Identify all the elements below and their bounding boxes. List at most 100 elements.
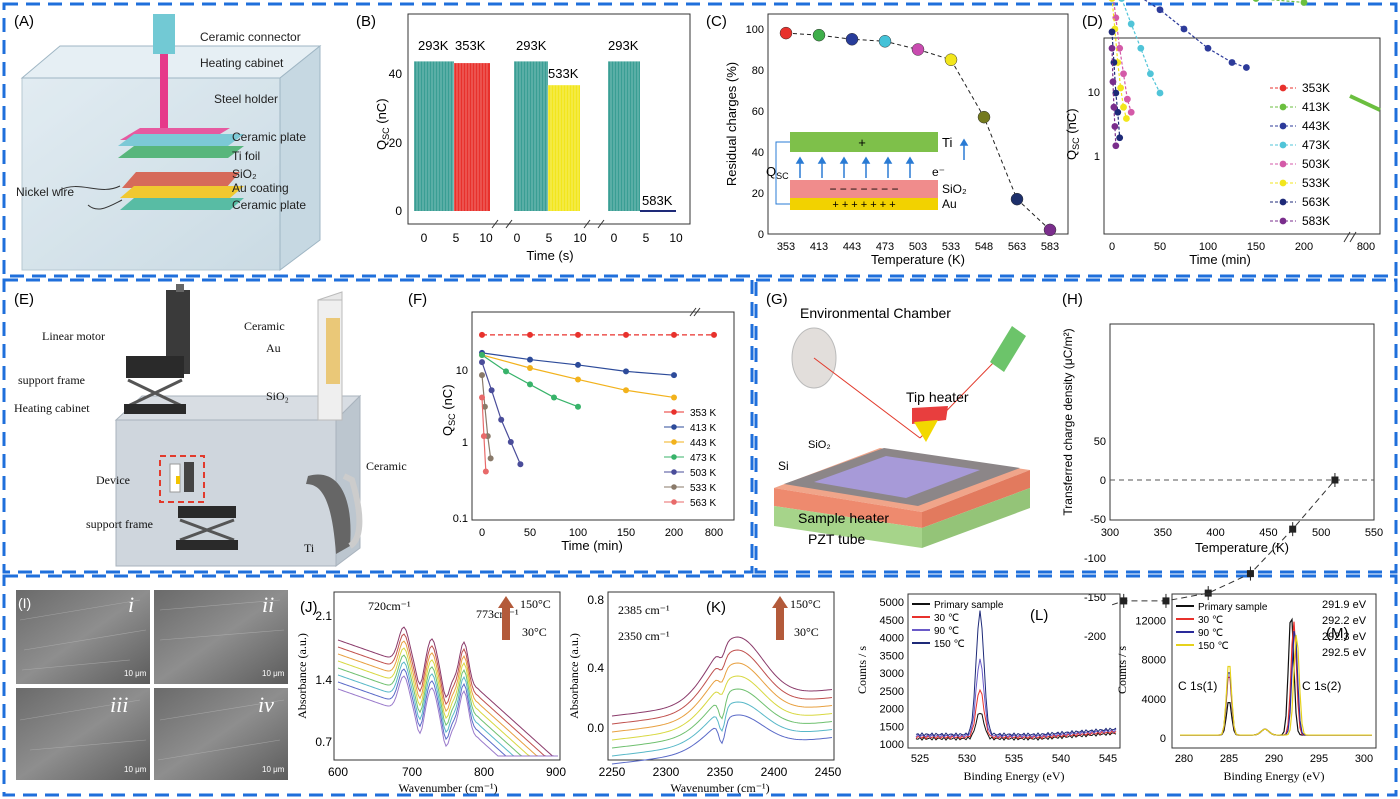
signal-band <box>414 61 454 212</box>
axis-break <box>505 219 513 229</box>
sem-label-ii: ii <box>262 592 274 617</box>
decay-line <box>481 375 492 459</box>
data-point <box>517 461 524 468</box>
ytick: 0 <box>1160 733 1166 745</box>
xps-line <box>915 610 1117 737</box>
panel-c-plot-area <box>767 13 1069 235</box>
panel-h-xtick: 500 <box>1312 527 1330 539</box>
xtick: 280 <box>1175 753 1193 765</box>
panel-b-xlabel: Time (s) <box>526 248 573 263</box>
legend-label: 503K <box>1302 157 1330 171</box>
legend-marker <box>1279 160 1287 168</box>
axis-break <box>1343 231 1351 243</box>
label-ti-e: Ti <box>304 541 315 555</box>
data-point <box>623 368 629 375</box>
panel-b-seg-label: 293K <box>516 38 547 53</box>
label-ceramic-top: Ceramic <box>244 319 285 333</box>
label-ceramic-connector: Ceramic connector <box>200 30 301 44</box>
data-point <box>1123 95 1131 103</box>
spectrum-line <box>611 675 833 741</box>
xps-line <box>915 688 1117 740</box>
data-point <box>480 433 487 440</box>
spectrum-line <box>611 662 833 733</box>
data-point <box>1114 108 1122 116</box>
axis-break <box>689 307 697 317</box>
panel-d-label: (D) <box>1082 13 1103 30</box>
ytick: 2500 <box>880 686 904 698</box>
panel-d-ytick-1: 1 <box>1094 151 1100 163</box>
arrow-head <box>839 156 849 164</box>
panel-h-ylabel: Transferred charge density (μC/m²) <box>1061 328 1075 515</box>
legend-marker <box>671 499 677 505</box>
panel-d-xtick: 100 <box>1199 241 1217 253</box>
panel-c-label: (C) <box>706 13 727 30</box>
panel-b-xtick: 0 <box>421 231 428 245</box>
label-environmental-chamber: Environmental Chamber <box>800 305 951 321</box>
spectrum-line <box>337 640 558 757</box>
data-point <box>1108 0 1116 2</box>
panel-f-xtick: 150 <box>617 527 635 539</box>
panel-l-ylabel: Counts / s <box>855 646 869 694</box>
panel-m-ylabel: Counts / s <box>1115 646 1129 694</box>
panel-c-xtick: 413 <box>810 241 828 253</box>
xtick: 525 <box>911 753 929 765</box>
label-heating-cabinet: Heating cabinet <box>200 56 284 70</box>
data-point <box>479 351 485 358</box>
m-peak-value: 292.2 eV <box>1322 615 1367 627</box>
data-point <box>1137 44 1145 52</box>
panel-d-legend: 353K 413K 443K 473K 503K 533K 563K 583K <box>1270 81 1330 228</box>
panel-c-ytick: 0 <box>758 229 764 241</box>
data-point <box>1112 142 1120 150</box>
panel-b-xtick: 5 <box>453 231 460 245</box>
panel-g: (G) Environmental Chamber Tip heater SiO… <box>766 291 1030 548</box>
data-point <box>1243 64 1250 71</box>
legend-marker <box>671 469 677 475</box>
ytick: 0.0 <box>587 721 604 735</box>
legend-label: 413 K <box>690 423 716 434</box>
ytick: 0.8 <box>587 593 604 607</box>
scalebar-label: 10 μm <box>262 669 285 678</box>
panel-h-xlabel: Temperature (K) <box>1195 540 1289 555</box>
panel-b-xtick: 5 <box>546 231 553 245</box>
label-ceramic-plate-top: Ceramic plate <box>232 130 306 144</box>
data-point <box>1289 525 1297 533</box>
arrow-head <box>817 156 827 164</box>
panel-b-xtick: 5 <box>643 231 650 245</box>
panel-b-seg-label: 353K <box>455 38 486 53</box>
panel-j-label: (J) <box>300 599 318 616</box>
inset-plus-row: + + + + + + + <box>832 199 895 211</box>
panel-f-xlabel: Time (min) <box>561 538 623 553</box>
xtick: 2300 <box>653 765 680 779</box>
arrow-head <box>883 156 893 164</box>
panel-j-xlabel: Wavenumber (cm⁻¹) <box>398 781 497 795</box>
decay-line <box>1111 48 1117 146</box>
panel-b-ytick-40: 40 <box>389 67 403 81</box>
panel-i-label: (I) <box>18 595 31 611</box>
data-point <box>671 372 677 379</box>
decay-line-tail <box>1349 94 1381 112</box>
data-point <box>1252 0 1260 2</box>
data-point <box>1010 192 1024 206</box>
k-temp-high: 150°C <box>790 597 821 611</box>
legend-label: 413K <box>1302 100 1330 114</box>
label-au-e: Au <box>266 341 281 355</box>
data-point <box>623 331 629 338</box>
legend-marker <box>671 439 677 445</box>
panel-d-series <box>1108 0 1381 243</box>
inset-ti: Ti <box>942 135 952 150</box>
panel-c-xtick: 563 <box>1008 241 1026 253</box>
ytick: 2000 <box>880 704 904 716</box>
data-point <box>1116 134 1124 142</box>
panel-j-ylabel: Absorbance (a.u.) <box>295 633 309 719</box>
data-point <box>977 110 991 124</box>
panel-b-xtick: 10 <box>669 231 683 245</box>
panel-d-xlabel: Time (min) <box>1189 252 1251 267</box>
data-point <box>479 372 485 379</box>
decay-line <box>481 361 521 465</box>
arrow-head <box>905 156 915 164</box>
panel-c-inset: + Ti − − − − − − − + + + + + + + SiO₂ Au… <box>766 132 969 211</box>
data-point <box>1300 0 1308 6</box>
panel-f-plot-area <box>471 311 735 521</box>
panel-j-plot-area <box>333 591 561 761</box>
